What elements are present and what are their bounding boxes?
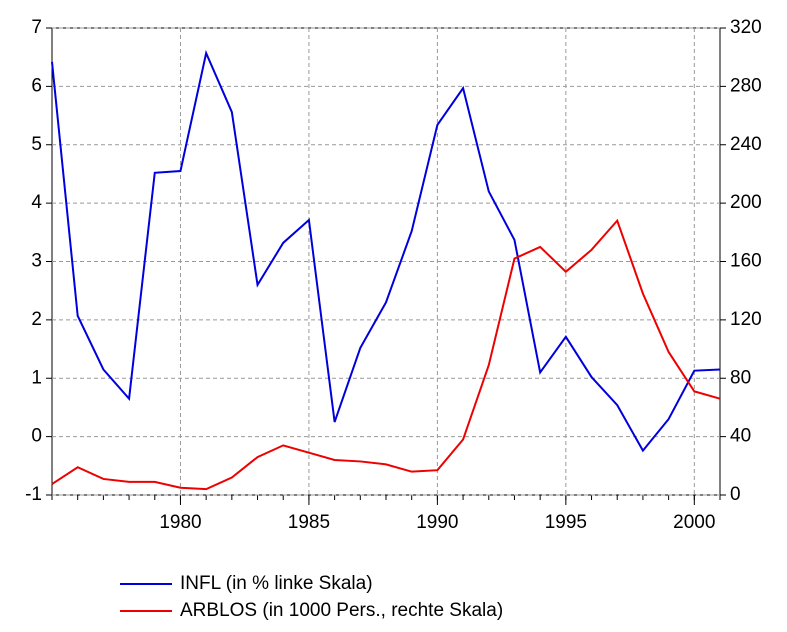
y-tick-label: 1 [31, 367, 42, 388]
x-tick-label: 1990 [416, 512, 458, 533]
x-tick-label: 1985 [288, 512, 330, 533]
y-tick-label: 2 [31, 309, 42, 330]
series-line [51, 218, 721, 491]
y2-tick-label: 80 [730, 367, 751, 388]
series-line [51, 49, 721, 453]
y-tick-label: 6 [31, 75, 42, 96]
y-tick-label: 0 [31, 426, 42, 447]
y2-tick-label: 120 [730, 309, 762, 330]
x-tick-label: 1995 [545, 512, 587, 533]
y2-tick-label: 0 [730, 484, 741, 505]
y-tick-label: 3 [31, 251, 42, 272]
y2-tick-label: 200 [730, 192, 762, 213]
y2-tick-label: 40 [730, 426, 751, 447]
y-tick-label: 4 [31, 192, 42, 213]
x-tick-label: 1980 [159, 512, 201, 533]
y-tick-label: 7 [31, 17, 42, 38]
y2-tick-label: 280 [730, 75, 762, 96]
legend-label: ARBLOS (in 1000 Pers., rechte Skala) [180, 600, 503, 621]
y2-tick-label: 240 [730, 134, 762, 155]
y-tick-label: -1 [25, 484, 42, 505]
legend-label: INFL (in % linke Skala) [180, 573, 373, 594]
y2-tick-label: 320 [730, 17, 762, 38]
y-tick-label: 5 [31, 134, 42, 155]
x-tick-label: 2000 [673, 512, 715, 533]
y2-tick-label: 160 [730, 251, 762, 272]
